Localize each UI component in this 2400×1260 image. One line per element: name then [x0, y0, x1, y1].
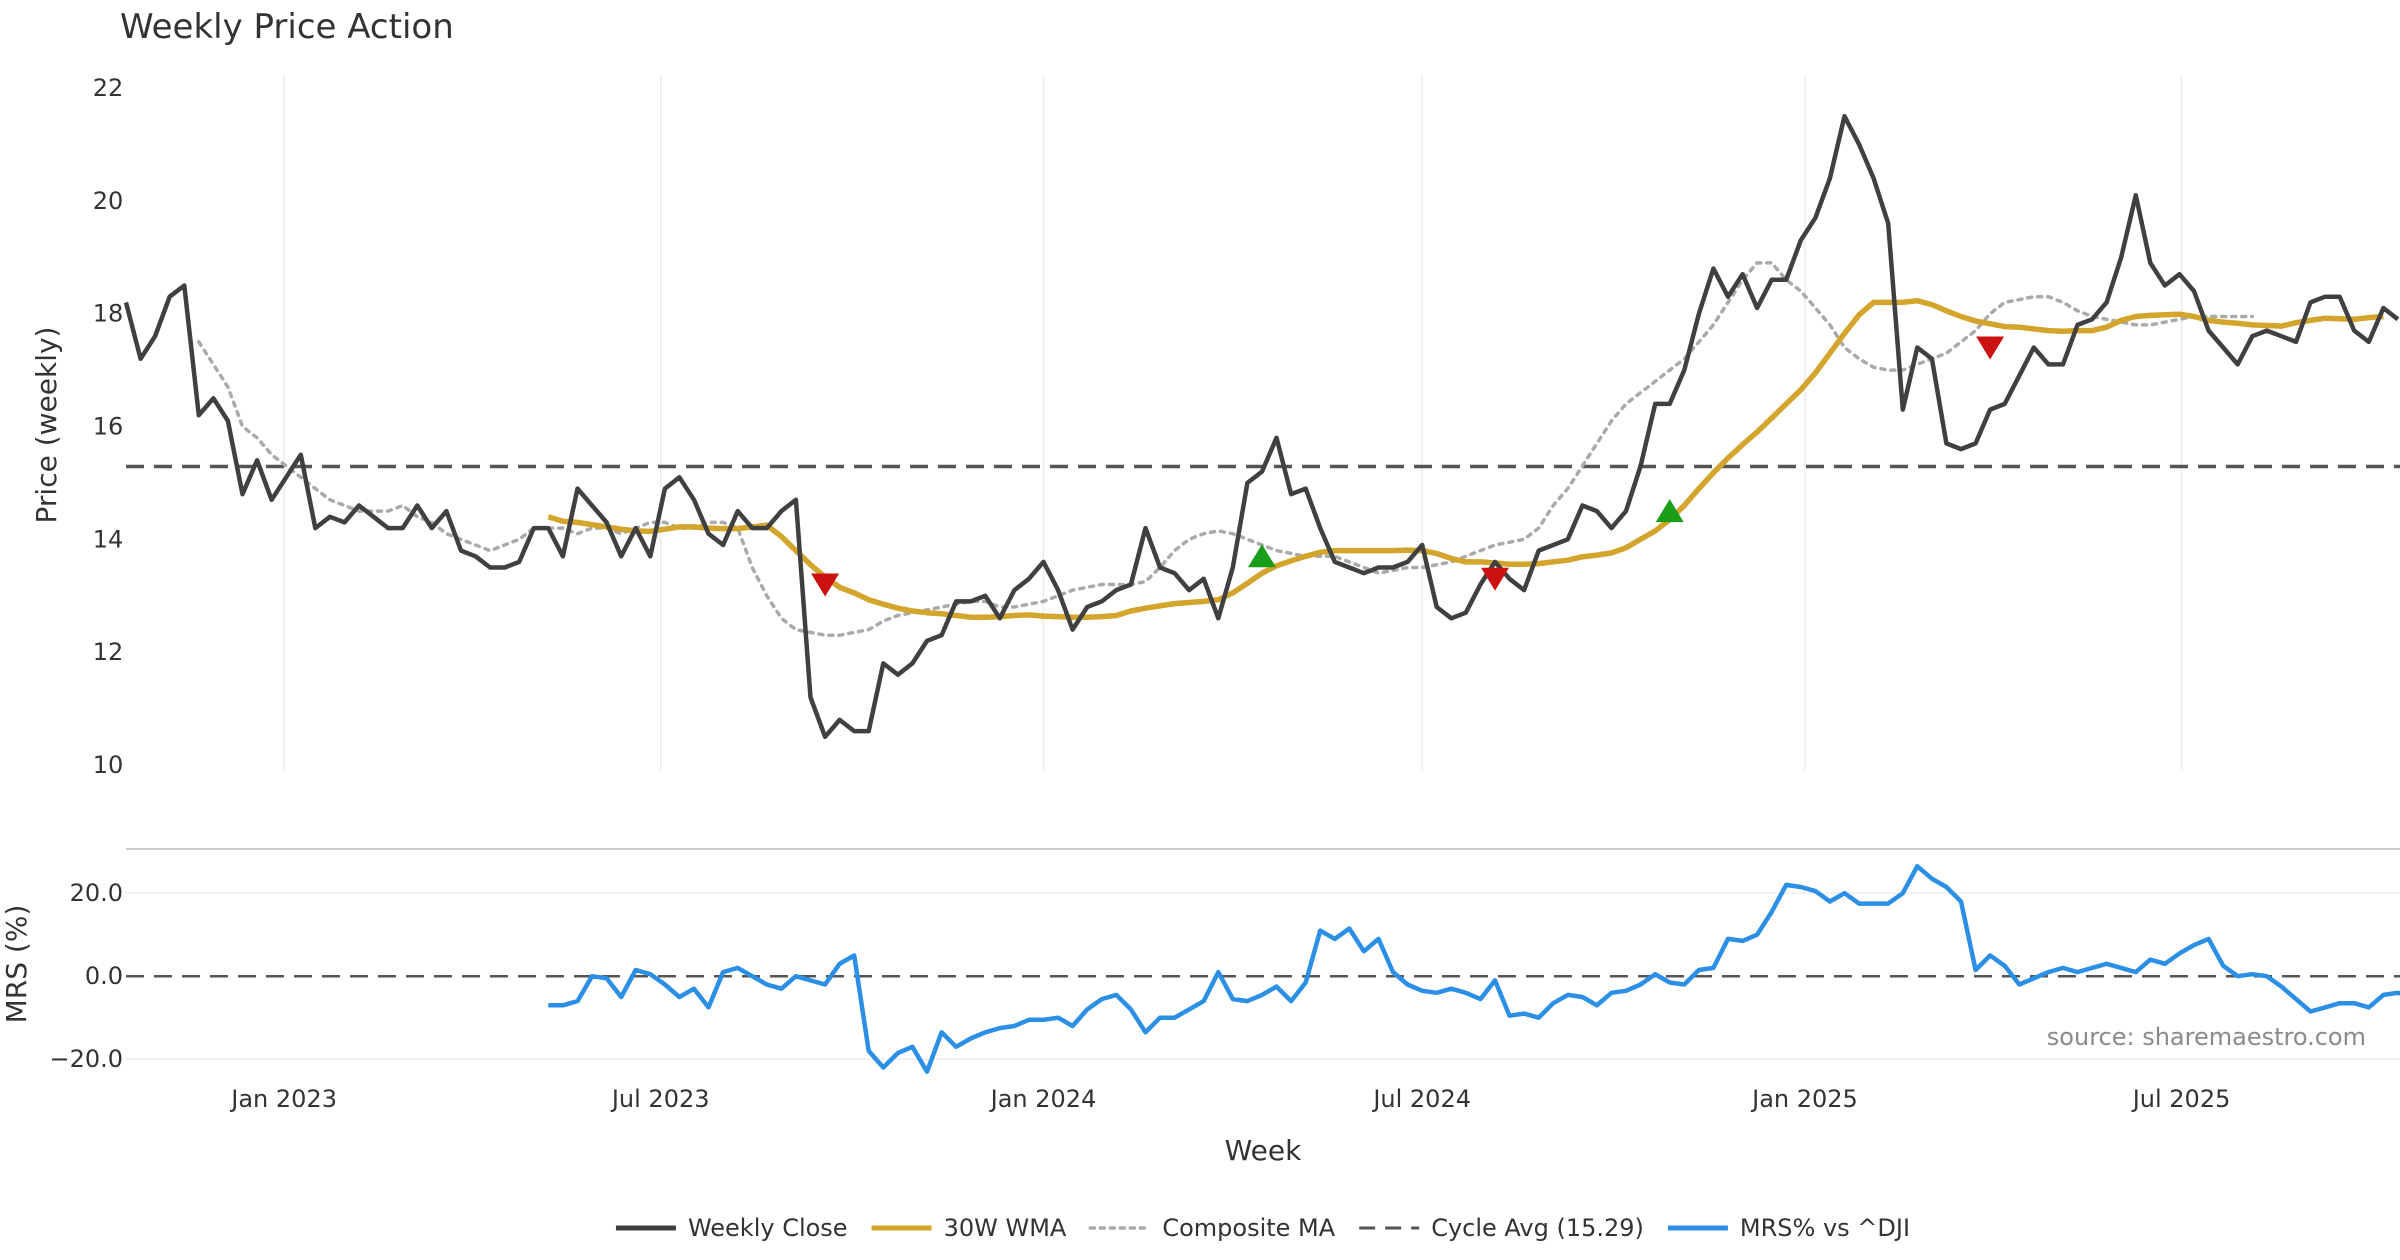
sell-signal-marker [1481, 567, 1509, 591]
x-tick-label: Jul 2025 [2131, 1085, 2231, 1113]
legend-label: 30W WMA [944, 1214, 1067, 1242]
mrs-gridlines [126, 892, 2400, 1060]
mrs-series-line [548, 863, 2400, 1074]
price-panel: 10 12 14 16 18 20 22 Price (weekly) [30, 74, 2400, 779]
legend-item: 30W WMA [871, 1214, 1067, 1242]
mrs-y-tick-labels: 20.0 0.0 −20.0 [49, 879, 123, 1073]
price-y-tick-label: 16 [93, 413, 124, 441]
sell-signal-marker [1976, 336, 2005, 360]
legend-label: MRS% vs ^DJI [1740, 1214, 1910, 1242]
legend-label: Cycle Avg (15.29) [1431, 1214, 1644, 1242]
price-y-tick-label: 10 [93, 751, 124, 779]
mrs-y-tick-label: 20.0 [70, 879, 123, 907]
mrs-y-axis-label: MRS (%) [0, 905, 33, 1024]
mrs-y-tick-label: −20.0 [49, 1045, 123, 1073]
legend-item: Cycle Avg (15.29) [1359, 1214, 1644, 1242]
mrs-line [548, 863, 2400, 1074]
price-gridlines [283, 75, 2183, 770]
legend-item: MRS% vs ^DJI [1667, 1214, 1910, 1242]
wma-30w-line [547, 297, 2384, 620]
legend-item: Weekly Close [615, 1214, 848, 1242]
legend: Weekly Close 30W WMA Composite MA Cycle Avg… [615, 1214, 1910, 1242]
legend-item: Composite MA [1088, 1214, 1336, 1242]
buy-signal-marker [1248, 544, 1276, 568]
x-tick-label: Jul 2023 [610, 1085, 710, 1113]
weekly-close-line [123, 113, 2400, 740]
x-tick-label: Jul 2024 [1371, 1085, 1471, 1113]
x-tick-labels: Jan 2023 Jul 2023 Jan 2024 Jul 2024 Jan 2025… [229, 1085, 2230, 1113]
price-y-tick-label: 22 [93, 74, 124, 102]
price-y-tick-label: 14 [93, 525, 124, 553]
x-tick-label: Jan 2025 [1750, 1085, 1858, 1113]
buy-signal-marker [1655, 499, 1684, 523]
x-tick-label: Jan 2023 [229, 1085, 337, 1113]
source-note: source: sharemaestro.com [2047, 1023, 2366, 1051]
mrs-y-tick-label: 0.0 [85, 962, 123, 990]
price-y-axis-label: Price (weekly) [30, 327, 63, 524]
legend-label: Composite MA [1162, 1214, 1335, 1242]
signal-markers [811, 336, 2005, 597]
legend-label: Weekly Close [688, 1214, 848, 1242]
price-y-tick-label: 20 [93, 187, 124, 215]
chart-title: Weekly Price Action [120, 7, 454, 47]
sell-signal-marker [811, 573, 840, 597]
x-tick-label: Jan 2024 [989, 1085, 1097, 1113]
mrs-panel: 20.0 0.0 −20.0 MRS (%) source: sharemaestr… [0, 863, 2400, 1074]
composite-ma-line [197, 261, 2255, 637]
x-axis-label: Week [1225, 1134, 1302, 1167]
price-y-tick-labels: 10 12 14 16 18 20 22 [93, 74, 124, 779]
price-y-tick-label: 12 [93, 638, 124, 666]
price-series-lines [123, 113, 2400, 740]
price-y-tick-label: 18 [93, 300, 124, 328]
